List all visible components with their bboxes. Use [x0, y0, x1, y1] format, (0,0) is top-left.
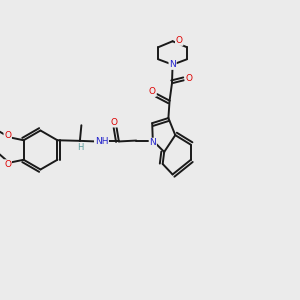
Text: N: N	[169, 60, 176, 69]
Text: O: O	[176, 36, 183, 45]
Text: NH: NH	[95, 137, 108, 146]
Text: N: N	[149, 139, 156, 148]
Text: H: H	[78, 143, 84, 152]
Text: O: O	[4, 131, 11, 140]
Text: O: O	[149, 87, 156, 96]
Text: O: O	[185, 74, 192, 83]
Text: O: O	[111, 118, 118, 127]
Text: O: O	[4, 160, 11, 169]
